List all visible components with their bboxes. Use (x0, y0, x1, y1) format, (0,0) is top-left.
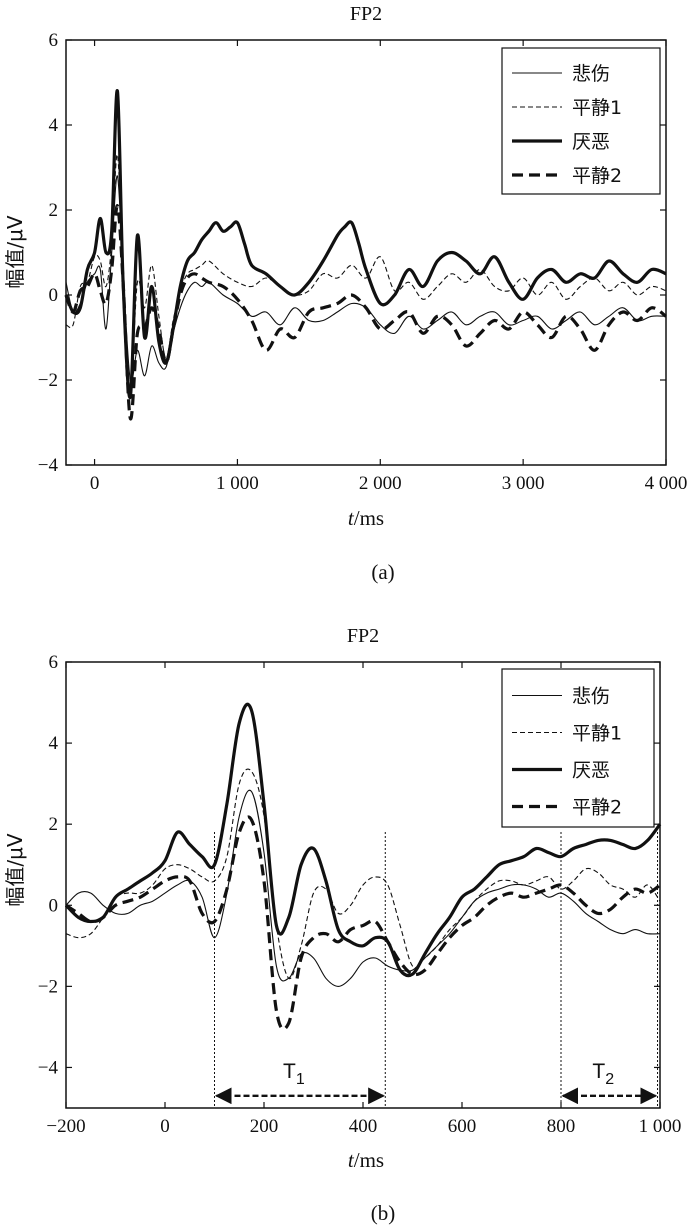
y-tick-label: 6 (49, 652, 59, 673)
legend-label: 厌恶 (572, 760, 610, 782)
window-label-2: T2 (592, 1060, 614, 1088)
y-tick-label: 2 (49, 814, 59, 835)
y-tick-label: −4 (38, 455, 59, 476)
series-line-3 (64, 702, 662, 978)
x-tick-label: 800 (547, 1116, 576, 1137)
series-group (64, 89, 667, 421)
axis-ticks: 0 1 000 2 000 3 000 4 000 −4 −2 0 2 4 6 (38, 30, 688, 494)
y-tick-label: −4 (38, 1057, 59, 1078)
x-tick-label: 400 (349, 1116, 378, 1137)
panel-caption: (b) (371, 1201, 396, 1225)
y-tick-label: 2 (49, 200, 59, 221)
legend-label: 厌恶 (572, 131, 610, 153)
x-axis-label: t/ms (348, 506, 384, 530)
axis-ticks: −200 0 200 400 600 800 1 000 −4 −2 0 2 4 6 (38, 652, 682, 1137)
x-tick-label: 4 000 (645, 473, 688, 494)
y-axis-label: 幅值/μV (3, 215, 27, 288)
x-tick-label: 0 (160, 1116, 170, 1137)
x-tick-label: −200 (46, 1116, 85, 1137)
series-line-2 (65, 768, 661, 979)
x-axis-label-var: t (348, 506, 355, 530)
time-window-annotations: T1 T2 (214, 832, 659, 1108)
y-tick-label: −2 (38, 976, 58, 997)
x-axis-label-unit: /ms (354, 506, 384, 530)
series-line-1 (65, 175, 667, 383)
x-tick-label: 1 000 (216, 473, 259, 494)
legend-label: 平静1 (572, 723, 622, 745)
panel-caption: (a) (371, 560, 394, 584)
window-label-1: T1 (283, 1060, 305, 1088)
y-tick-label: 6 (49, 30, 59, 51)
y-tick-label: 4 (49, 115, 59, 136)
x-axis-label-var: t (348, 1148, 355, 1172)
legend-label: 平静2 (572, 797, 622, 819)
y-axis-label-text: 幅值/μV (3, 215, 27, 288)
legend-box (501, 47, 661, 195)
legend-label: 悲伤 (572, 686, 610, 708)
x-tick-label: 200 (250, 1116, 279, 1137)
plot-frame (65, 39, 667, 466)
x-tick-label: 600 (448, 1116, 477, 1137)
y-tick-label: 0 (49, 895, 59, 916)
x-tick-label: 1 000 (639, 1116, 682, 1137)
y-axis-label-text: 幅值/μV (3, 833, 27, 906)
chart-title: FP2 (347, 625, 379, 647)
chart-title: FP2 (350, 3, 382, 25)
x-tick-label: 3 000 (502, 473, 545, 494)
x-tick-label: 2 000 (359, 473, 402, 494)
series-line-4 (64, 204, 667, 421)
y-tick-label: −2 (38, 370, 58, 391)
x-tick-label: 0 (90, 473, 100, 494)
x-axis-label: t/ms (348, 1148, 384, 1172)
y-tick-label: 4 (49, 733, 59, 754)
y-axis-label: 幅值/μV (3, 833, 27, 906)
x-axis-label-unit: /ms (354, 1148, 384, 1172)
legend-label: 悲伤 (572, 63, 610, 85)
legend-label: 平静1 (572, 97, 622, 119)
legend-label: 平静2 (572, 165, 622, 187)
y-tick-label: 0 (49, 285, 59, 306)
